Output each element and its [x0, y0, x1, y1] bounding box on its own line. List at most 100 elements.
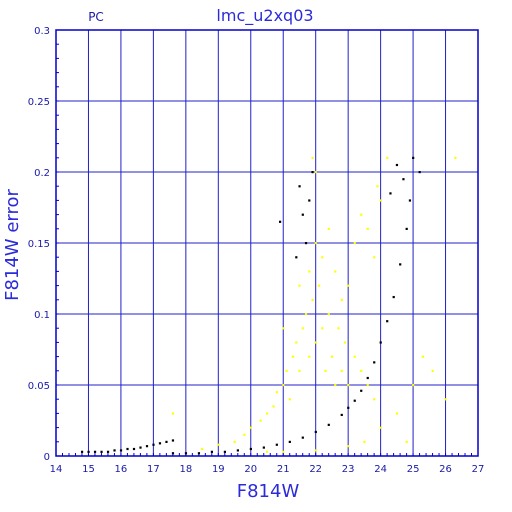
yellow-point	[373, 398, 376, 401]
yellow-point	[373, 256, 376, 259]
yellow-point	[386, 156, 389, 159]
black-point	[93, 450, 97, 453]
yellow-point	[321, 256, 324, 259]
black-point	[360, 389, 363, 392]
y-axis-label: F814W error	[2, 189, 23, 301]
y-tick-labels: 0 0.05 0.1 0.15 0.2 0.25 0.3	[28, 26, 50, 463]
black-series	[80, 156, 421, 455]
x-tick-labels: 14 15 16 17 18 19 20 21 22 23 24 25 26 27	[50, 464, 485, 475]
x-tick-label: 22	[309, 464, 322, 475]
black-point	[418, 171, 421, 174]
yellow-point	[454, 156, 457, 159]
yellow-point	[314, 242, 317, 245]
black-point	[113, 449, 116, 452]
yellow-point	[201, 447, 204, 451]
plot-frame	[55, 29, 479, 457]
black-point	[100, 450, 103, 453]
black-point	[408, 199, 412, 202]
chart-title: lmc_u2xq03	[216, 6, 313, 26]
x-tick-label: 24	[374, 464, 387, 475]
black-point	[301, 436, 304, 439]
black-point	[373, 361, 376, 364]
y-tick-label: 0.3	[34, 26, 50, 37]
x-tick-label: 27	[472, 464, 485, 475]
yellow-point	[295, 341, 298, 344]
y-tick-label: 0.05	[28, 381, 50, 392]
black-point	[106, 450, 110, 453]
black-point	[139, 446, 142, 449]
yellow-point	[311, 298, 314, 301]
yellow-series	[171, 156, 457, 453]
black-point	[301, 213, 304, 216]
black-point	[152, 443, 155, 446]
black-point	[298, 185, 301, 188]
yellow-point	[275, 391, 278, 394]
x-tick-label: 20	[244, 464, 257, 475]
yellow-point	[282, 450, 285, 453]
x-tick-label: 16	[115, 464, 128, 475]
x-tick-label: 21	[277, 464, 290, 475]
x-tick-label: 26	[439, 464, 452, 475]
yellow-point	[285, 369, 288, 372]
yellow-point	[376, 185, 379, 188]
yellow-point	[379, 199, 382, 202]
yellow-point	[366, 227, 369, 230]
x-tick-label: 19	[212, 464, 225, 475]
yellow-point	[330, 355, 334, 358]
yellow-point	[288, 398, 291, 401]
yellow-point	[334, 384, 337, 387]
yellow-point	[340, 298, 343, 301]
yellow-point	[337, 327, 340, 330]
yellow-point	[363, 440, 366, 443]
yellow-point	[282, 327, 285, 330]
y-tick-label: 0.15	[28, 239, 50, 250]
yellow-point	[347, 284, 350, 287]
corner-label: PC	[88, 10, 104, 24]
black-point	[295, 256, 298, 259]
black-point	[412, 156, 415, 159]
yellow-point	[412, 384, 415, 387]
yellow-point	[340, 369, 343, 372]
x-tick-label: 14	[50, 464, 63, 475]
x-tick-label: 15	[82, 464, 95, 475]
black-point	[145, 445, 149, 448]
yellow-point	[243, 433, 246, 436]
yellow-point	[395, 412, 399, 415]
black-point	[184, 452, 188, 455]
black-point	[314, 430, 317, 434]
black-point	[392, 295, 395, 299]
black-point	[340, 413, 343, 417]
yellow-point	[317, 284, 321, 287]
yellow-point	[347, 445, 350, 448]
yellow-point	[444, 398, 447, 401]
black-point	[379, 341, 382, 344]
black-point	[389, 192, 392, 195]
black-point	[327, 423, 330, 426]
yellow-point	[266, 450, 269, 453]
yellow-point	[311, 156, 314, 159]
yellow-point	[304, 313, 308, 316]
yellow-point	[249, 426, 252, 429]
yellow-point	[266, 412, 269, 415]
yellow-point	[324, 369, 327, 372]
yellow-point	[259, 419, 262, 422]
black-point	[132, 447, 136, 451]
yellow-point	[171, 412, 175, 415]
y-tick-label: 0.25	[28, 97, 50, 108]
yellow-point	[327, 227, 330, 230]
yellow-point	[334, 270, 337, 273]
yellow-point	[343, 341, 347, 344]
yellow-point	[298, 369, 301, 372]
black-point	[304, 242, 308, 245]
yellow-point	[353, 355, 356, 358]
x-axis-label: F814W	[237, 481, 300, 502]
black-point	[249, 447, 252, 451]
yellow-point	[314, 449, 317, 452]
black-point	[275, 443, 278, 446]
yellow-point	[353, 242, 356, 245]
black-point	[171, 452, 175, 455]
yellow-point	[308, 355, 311, 358]
yellow-point	[366, 384, 369, 387]
yellow-point	[308, 270, 311, 273]
